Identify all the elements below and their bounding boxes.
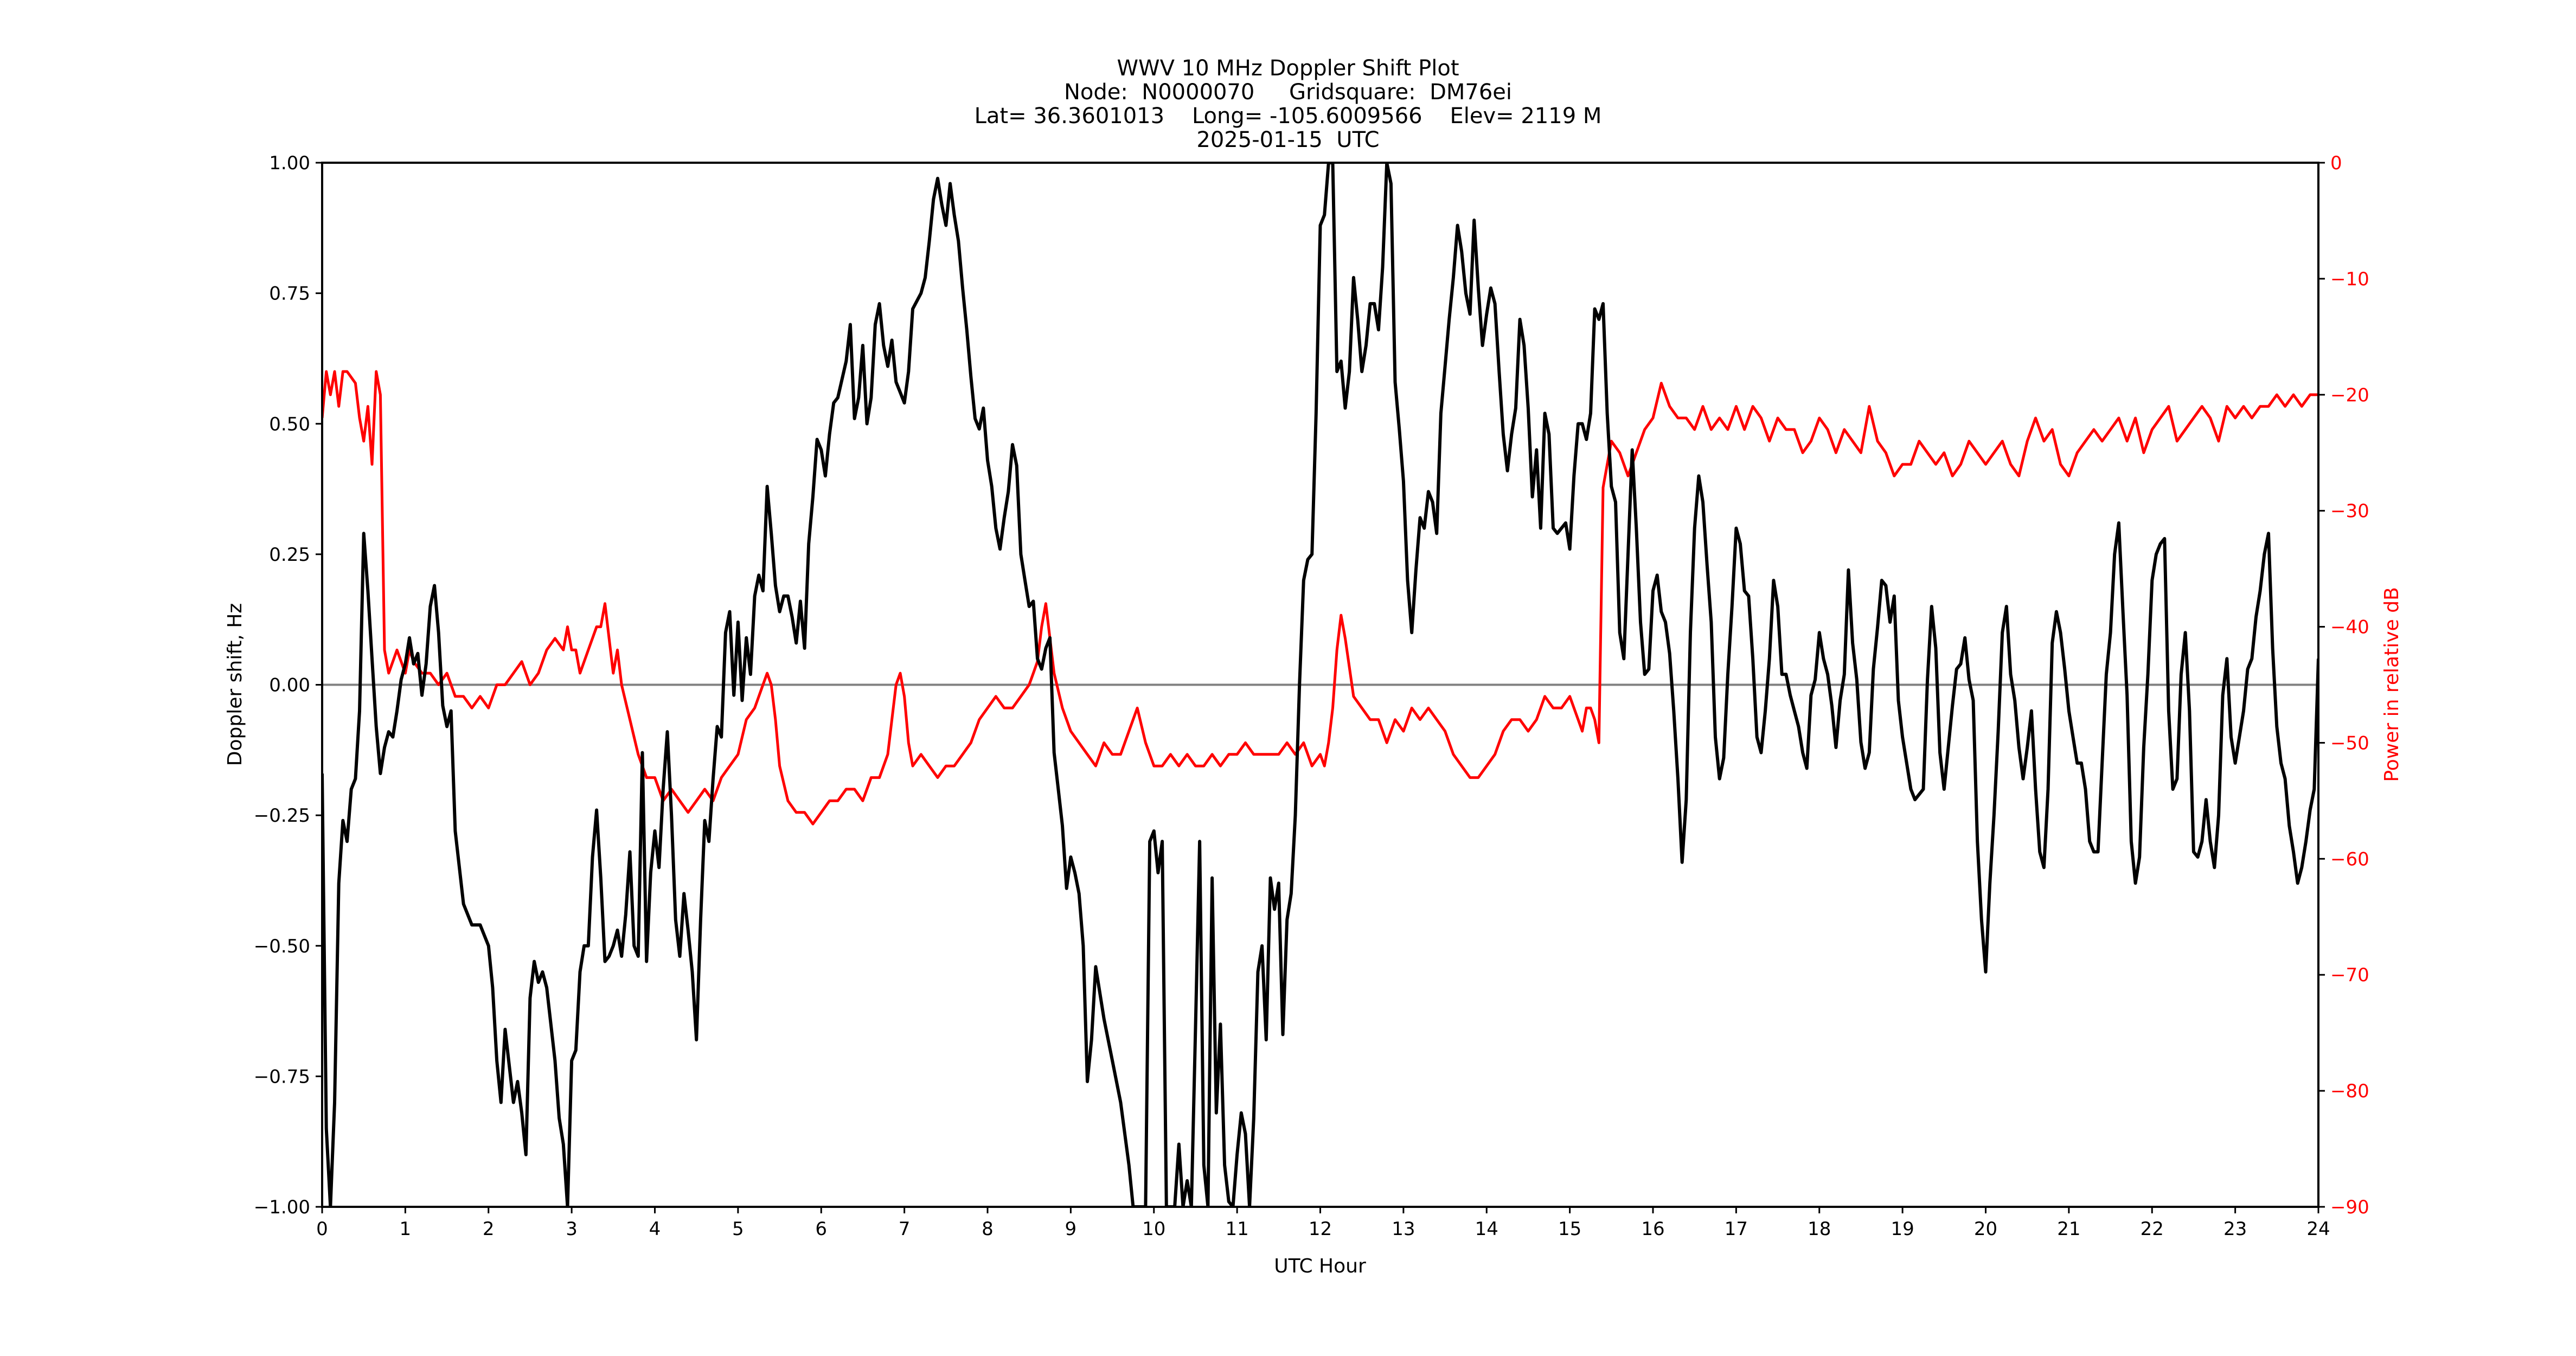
left-y-tick-label: 0.75 xyxy=(269,283,310,305)
x-tick-label: 19 xyxy=(1891,1218,1914,1240)
x-tick-label: 16 xyxy=(1641,1218,1664,1240)
right-y-tick-label: −10 xyxy=(2330,268,2369,290)
right-y-tick-label: −90 xyxy=(2330,1197,2369,1218)
right-y-tick-label: −40 xyxy=(2330,617,2369,638)
left-y-tick-label: −0.75 xyxy=(254,1066,310,1088)
right-y-axis-ticks: 0 −10 −20 −30 −40 −50 −60 −70 −80 −90 xyxy=(2318,152,2369,1218)
left-y-tick-label: −0.25 xyxy=(254,805,310,827)
left-y-axis-label: Doppler shift, Hz xyxy=(224,603,246,766)
right-y-tick-label: −70 xyxy=(2330,964,2369,986)
doppler-series-line xyxy=(322,163,2318,1207)
x-tick-label: 17 xyxy=(1725,1218,1748,1240)
right-y-tick-label: −60 xyxy=(2330,848,2369,870)
x-tick-label: 10 xyxy=(1142,1218,1165,1240)
power-series-line xyxy=(322,370,2318,826)
x-tick-label: 23 xyxy=(2223,1218,2247,1240)
x-tick-label: 13 xyxy=(1392,1218,1415,1240)
x-tick-label: 12 xyxy=(1309,1218,1332,1240)
x-tick-label: 11 xyxy=(1225,1218,1248,1240)
x-tick-label: 2 xyxy=(483,1218,495,1240)
x-tick-label: 15 xyxy=(1558,1218,1581,1240)
left-y-tick-label: 0.50 xyxy=(269,413,310,435)
x-tick-label: 22 xyxy=(2141,1218,2164,1240)
right-y-tick-label: −80 xyxy=(2330,1080,2369,1102)
left-y-tick-label: −0.50 xyxy=(254,936,310,957)
x-axis-ticks: 0 1 2 3 4 5 6 7 8 9 10 11 12 13 14 15 16 17 18 19 20 21 22 23 24 xyxy=(316,1207,2330,1240)
plot-subtitle-node: Node: N0000070 Gridsquare: DM76ei xyxy=(1064,80,1512,105)
left-y-axis-ticks: 1.00 0.75 0.50 0.25 0.00 −0.25 −0.50 −0.75 −1.00 xyxy=(254,152,322,1218)
x-tick-label: 21 xyxy=(2057,1218,2080,1240)
x-tick-label: 20 xyxy=(1974,1218,1997,1240)
left-y-tick-label: 0.00 xyxy=(269,675,310,696)
left-y-tick-label: 1.00 xyxy=(269,152,310,174)
x-tick-label: 0 xyxy=(316,1218,328,1240)
left-y-tick-label: −1.00 xyxy=(254,1197,310,1218)
x-tick-label: 4 xyxy=(649,1218,661,1240)
x-tick-label: 1 xyxy=(400,1218,412,1240)
x-tick-label: 14 xyxy=(1475,1218,1498,1240)
x-tick-label: 24 xyxy=(2306,1218,2330,1240)
x-tick-label: 6 xyxy=(815,1218,827,1240)
x-tick-label: 9 xyxy=(1065,1218,1077,1240)
x-tick-label: 18 xyxy=(1808,1218,1831,1240)
right-y-tick-label: 0 xyxy=(2330,152,2342,174)
x-tick-label: 8 xyxy=(982,1218,994,1240)
right-y-tick-label: −20 xyxy=(2330,385,2369,406)
plot-subtitle-date: 2025-01-15 UTC xyxy=(1196,127,1380,152)
plot-title: WWV 10 MHz Doppler Shift Plot xyxy=(1117,56,1459,81)
right-y-axis-label: Power in relative dB xyxy=(2381,587,2403,782)
x-tick-label: 7 xyxy=(899,1218,911,1240)
left-y-tick-label: 0.25 xyxy=(269,544,310,566)
plot-subtitle-location: Lat= 36.3601013 Long= -105.6009566 Elev=… xyxy=(974,104,1602,129)
x-tick-label: 5 xyxy=(732,1218,744,1240)
x-tick-label: 3 xyxy=(566,1218,578,1240)
x-axis-label: UTC Hour xyxy=(1274,1255,1366,1277)
right-y-tick-label: −30 xyxy=(2330,501,2369,522)
right-y-tick-label: −50 xyxy=(2330,732,2369,754)
